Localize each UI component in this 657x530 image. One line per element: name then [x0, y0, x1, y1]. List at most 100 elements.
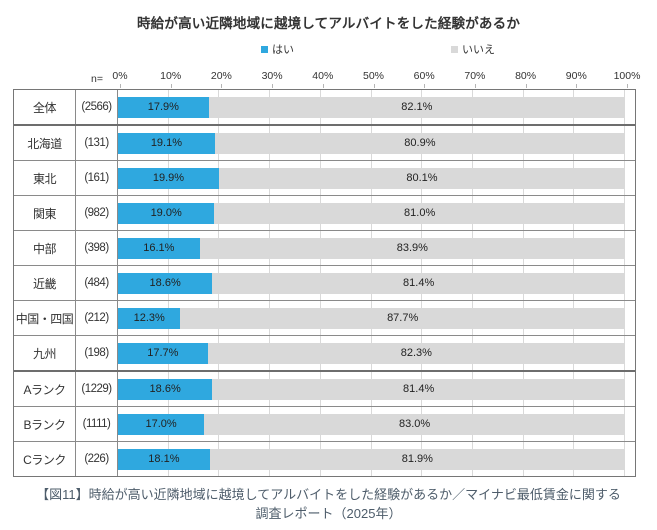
x-axis-tick-mark: [525, 84, 527, 88]
category-label: Bランク: [14, 407, 76, 441]
category-label: 中国・四国: [14, 301, 76, 335]
table-row: 東北 (161) 19.9% 80.1%: [14, 161, 635, 196]
bar-plot-cell: 18.6% 81.4%: [118, 372, 635, 406]
table-row: 九州 (198) 17.7% 82.3%: [14, 336, 635, 372]
bar-segment-yes: 19.1%: [118, 132, 215, 154]
bar-plot-cell: 17.7% 82.3%: [118, 336, 635, 370]
stacked-bar: 17.9% 82.1%: [118, 96, 625, 118]
stacked-bar: 17.0% 83.0%: [118, 413, 625, 435]
x-axis-tick-label: 0%: [112, 70, 128, 82]
x-axis-tick-mark: [627, 84, 628, 88]
category-label: 近畿: [14, 266, 76, 300]
x-axis-tick-label: 80%: [515, 70, 537, 82]
x-axis-tick-label: 40%: [312, 70, 334, 82]
bar-plot-cell: 12.3% 87.7%: [118, 301, 635, 335]
stacked-bar: 18.6% 81.4%: [118, 378, 625, 400]
n-value: (161): [76, 161, 118, 195]
x-axis-tick-mark: [120, 84, 121, 88]
n-value: (131): [76, 126, 118, 160]
bar-plot-cell: 19.1% 80.9%: [118, 126, 635, 160]
n-value: (1229): [76, 372, 118, 406]
legend-label-yes: はい: [272, 44, 294, 56]
stacked-bar: 18.1% 81.9%: [118, 448, 625, 470]
legend-swatch-yes-icon: [261, 45, 268, 53]
bar-plot-cell: 16.1% 83.9%: [118, 231, 635, 265]
table-row: Aランク (1229) 18.6% 81.4%: [14, 372, 635, 407]
figure-caption: 【図11】時給が高い近隣地域に越境してアルバイトをした経験があるか／マイナビ最低…: [0, 486, 657, 524]
bar-plot-cell: 17.0% 83.0%: [118, 407, 635, 441]
bar-segment-no: 80.1%: [218, 167, 625, 189]
x-axis: 0% 10% 20% 30% 40% 50% 60% 70% 80% 90% 100%: [112, 70, 640, 88]
caption-line-2: 調査レポート（2025年）: [255, 505, 402, 521]
legend-item-no: いいえ: [451, 41, 495, 57]
category-label: 全体: [14, 90, 76, 124]
n-value: (198): [76, 336, 118, 370]
table-row: 中国・四国 (212) 12.3% 87.7%: [14, 301, 635, 336]
bar-segment-no: 81.9%: [209, 448, 625, 470]
bar-segment-no: 81.4%: [212, 378, 625, 400]
table-row: 近畿 (484) 18.6% 81.4%: [14, 266, 635, 301]
n-value: (212): [76, 301, 118, 335]
x-axis-tick-mark: [221, 84, 223, 88]
table-row: 全体 (2566) 17.9% 82.1%: [14, 90, 635, 126]
bar-plot-cell: 17.9% 82.1%: [118, 90, 635, 124]
x-axis-tick-label: 20%: [210, 70, 232, 82]
legend-swatch-no-icon: [451, 45, 458, 53]
stacked-bar: 19.0% 81.0%: [118, 202, 625, 224]
n-value: (982): [76, 196, 118, 230]
x-axis-tick-label: 60%: [413, 70, 435, 82]
stacked-bar: 18.6% 81.4%: [118, 272, 625, 294]
legend-label-no: いいえ: [462, 44, 495, 56]
bar-segment-no: 81.0%: [214, 202, 625, 224]
category-label: Aランク: [14, 372, 76, 406]
table-row: Cランク (226) 18.1% 81.9%: [14, 442, 635, 476]
bar-plot-cell: 18.1% 81.9%: [118, 442, 635, 476]
bar-segment-yes: 17.7%: [118, 342, 208, 364]
bar-segment-no: 83.0%: [204, 413, 625, 435]
legend-item-yes: はい: [261, 41, 294, 57]
chart-title: 時給が高い近隣地域に越境してアルバイトをした経験があるか: [136, 16, 521, 31]
bar-segment-yes: 19.0%: [118, 202, 215, 224]
x-axis-tick-mark: [576, 84, 578, 88]
bar-segment-yes: 16.1%: [118, 237, 200, 259]
x-axis-tick-label: 30%: [261, 70, 283, 82]
category-label: 北海道: [14, 126, 76, 160]
category-label: Cランク: [14, 442, 76, 476]
category-label: 中部: [14, 231, 76, 265]
x-axis-tick-label: 50%: [362, 70, 385, 82]
x-axis-tick-label: 90%: [565, 70, 587, 82]
bar-segment-yes: 17.0%: [118, 413, 205, 435]
n-value: (1111): [76, 407, 118, 441]
bar-segment-yes: 18.6%: [118, 378, 213, 400]
stacked-bar: 19.1% 80.9%: [118, 132, 625, 154]
x-axis-tick-label: 10%: [160, 70, 182, 82]
n-value: (398): [76, 231, 118, 265]
category-label: 九州: [14, 336, 76, 370]
x-axis-tick-mark: [322, 84, 324, 88]
x-axis-tick-mark: [170, 84, 172, 88]
bar-segment-yes: 17.9%: [118, 96, 209, 118]
bar-plot-cell: 18.6% 81.4%: [118, 266, 635, 300]
n-value: (484): [76, 266, 118, 300]
table-row: 中部 (398) 16.1% 83.9%: [14, 231, 635, 266]
stacked-bar: 19.9% 80.1%: [118, 167, 625, 189]
n-equals-label: n=: [91, 73, 103, 85]
category-label: 関東: [14, 196, 76, 230]
n-value: (2566): [76, 90, 118, 124]
x-axis-tick-mark: [373, 84, 375, 88]
bar-segment-yes: 18.6%: [118, 272, 213, 294]
bar-segment-no: 81.4%: [212, 272, 625, 294]
caption-line-1: 【図11】時給が高い近隣地域に越境してアルバイトをした経験があるか／マイナビ最低…: [36, 487, 621, 502]
bar-segment-no: 82.1%: [208, 96, 625, 118]
x-axis-tick-mark: [424, 84, 426, 88]
bar-segment-yes: 19.9%: [118, 167, 219, 189]
n-value: (226): [76, 442, 118, 476]
bar-plot-cell: 19.9% 80.1%: [118, 161, 635, 195]
stacked-bar: 16.1% 83.9%: [118, 237, 625, 259]
category-label: 東北: [14, 161, 76, 195]
table-row: 関東 (982) 19.0% 81.0%: [14, 196, 635, 231]
bar-segment-yes: 12.3%: [118, 307, 181, 329]
table-row: 北海道 (131) 19.1% 80.9%: [14, 126, 635, 161]
x-axis-tick-label: 100%: [613, 70, 641, 82]
data-table: 全体 (2566) 17.9% 82.1% 北海道 (131) 19.1% 80.9% 東北 (1…: [13, 89, 636, 477]
